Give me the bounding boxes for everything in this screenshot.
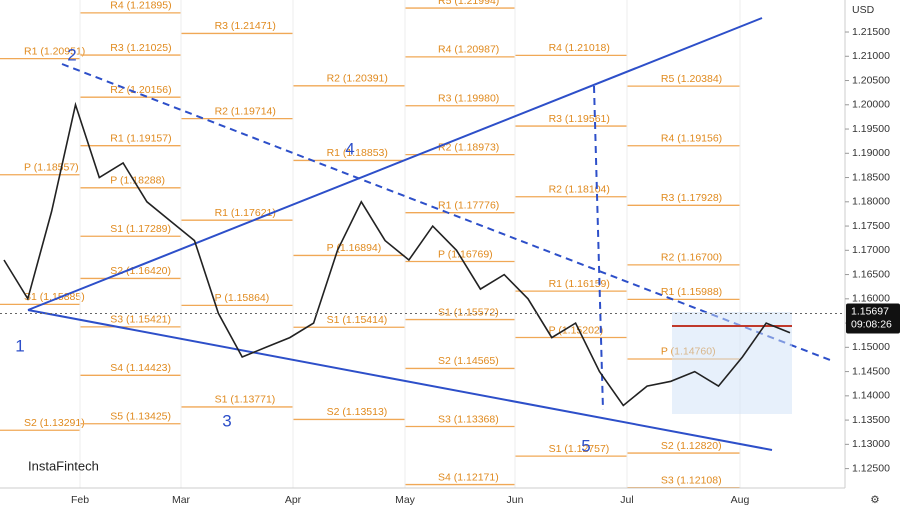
pivot-label: R3 (1.17928) (661, 192, 722, 204)
logo: InstaFintech (28, 458, 99, 473)
pivot-levels: R1 (1.20951) P (1.18557) S1 (1.15885) S2 (1… (0, 0, 740, 489)
y-tick-label: 1.20000 (852, 99, 890, 111)
y-tick-label: 1.15000 (852, 341, 890, 353)
pivot-label: R3 (1.21025) (110, 42, 171, 54)
pivot-label: S1 (1.15572) (438, 306, 499, 318)
pivot-label: R5 (1.20384) (661, 73, 722, 85)
pivot-label: R5 (1.21994) (438, 0, 499, 7)
pivot-label: S2 (1.13291) (24, 417, 85, 429)
pivot-label: R2 (1.18104) (549, 184, 610, 196)
y-tick-label: 1.14000 (852, 390, 890, 402)
wave-label: 1 (15, 336, 24, 355)
upper-trendline (27, 17, 763, 311)
volume-profile (672, 312, 792, 414)
dashed-vertical (593, 85, 604, 411)
wave-label: 4 (345, 139, 354, 158)
y-tick-label: 1.14500 (852, 365, 890, 377)
y-tick-label: 1.19500 (852, 123, 890, 135)
y-tick-label: 1.16000 (852, 293, 890, 305)
pivot-label: S2 (1.14565) (438, 355, 499, 367)
currency-label: USD (852, 4, 875, 16)
price-tag (846, 303, 900, 334)
pivot-label: S4 (1.14423) (110, 362, 171, 374)
y-tick-label: 1.17000 (852, 244, 890, 256)
x-tick-label: May (395, 494, 416, 506)
y-tick-label: 1.13000 (852, 438, 890, 450)
x-tick-label: Mar (172, 494, 191, 506)
wave-label: 3 (222, 411, 231, 430)
pivot-label: S1 (1.15414) (327, 314, 388, 326)
pivot-label: R1 (1.19157) (110, 132, 171, 144)
pivot-label: P (1.18557) (24, 162, 79, 174)
pivot-label: R1 (1.16159) (549, 278, 610, 290)
pivot-label: P (1.15864) (215, 292, 270, 304)
pivot-label: R4 (1.21895) (110, 0, 171, 12)
pivot-label: R1 (1.17621) (215, 207, 276, 219)
y-tick-label: 1.18500 (852, 171, 890, 183)
pivot-label: P (1.16894) (327, 242, 382, 254)
pivot-label: S1 (1.15885) (24, 291, 85, 303)
settings-icon[interactable]: ⚙ (870, 494, 879, 506)
x-tick-label: Feb (71, 494, 89, 506)
pivot-label: R2 (1.18973) (438, 141, 499, 153)
pivot-label: R2 (1.20156) (110, 84, 171, 96)
y-tick-label: 1.17500 (852, 220, 890, 232)
x-tick-label: Apr (285, 494, 302, 506)
dashed-trendline (61, 63, 831, 361)
pivot-label: R3 (1.19980) (438, 93, 499, 105)
pivot-label: R2 (1.19714) (215, 105, 276, 117)
x-tick-label: Jul (620, 494, 633, 506)
y-tick-label: 1.12500 (852, 462, 890, 474)
price-line (3, 101, 791, 407)
y-tick-label: 1.21000 (852, 50, 890, 62)
wave-label: 2 (67, 45, 76, 64)
pivot-label: R2 (1.16700) (661, 252, 722, 264)
pivot-label: P (1.18288) (110, 175, 165, 187)
pivot-label: S3 (1.12108) (661, 474, 722, 486)
y-tick-label: 1.21500 (852, 26, 890, 38)
countdown: 09:08:26 (851, 318, 892, 330)
pivot-label: P (1.15202) (549, 324, 604, 336)
pivot-label: R3 (1.19561) (549, 113, 610, 125)
pivot-label: S2 (1.12820) (661, 440, 722, 452)
pivot-label: R2 (1.20391) (327, 73, 388, 85)
pivot-label: S3 (1.13368) (438, 413, 499, 425)
x-tick-label: Aug (731, 494, 750, 506)
y-tick-label: 1.16500 (852, 268, 890, 280)
pivot-label: R1 (1.17776) (438, 199, 499, 211)
pivot-label: P (1.16769) (438, 248, 493, 260)
pivot-label: S2 (1.13513) (327, 406, 388, 418)
y-tick-label: 1.13500 (852, 414, 890, 426)
current-price: 1.15697 (851, 305, 889, 317)
lower-trendline (27, 309, 773, 451)
pivot-label: S3 (1.15421) (110, 314, 171, 326)
y-tick-label: 1.18000 (852, 196, 890, 208)
pivot-label: R4 (1.19156) (661, 133, 722, 145)
axis-panel (845, 0, 900, 510)
pivot-label: S4 (1.12171) (438, 471, 499, 483)
y-tick-label: 1.19000 (852, 147, 890, 159)
pivot-label: R4 (1.20987) (438, 44, 499, 56)
pivot-label: R4 (1.21018) (549, 42, 610, 54)
pivot-label: S1 (1.12757) (549, 443, 610, 455)
x-tick-label: Jun (507, 494, 524, 506)
pivot-label: R1 (1.18853) (327, 147, 388, 159)
wave-label: 5 (581, 436, 590, 455)
pivot-label: R1 (1.15988) (661, 286, 722, 298)
pivot-label: S1 (1.17289) (110, 223, 171, 235)
y-tick-label: 1.20500 (852, 74, 890, 86)
pivot-label: R1 (1.20951) (24, 45, 85, 57)
pivot-label: S2 (1.16420) (110, 265, 171, 277)
pivot-label: S5 (1.13425) (110, 411, 171, 423)
pivot-label: R3 (1.21471) (215, 20, 276, 32)
pivot-label: S1 (1.13771) (215, 394, 276, 406)
